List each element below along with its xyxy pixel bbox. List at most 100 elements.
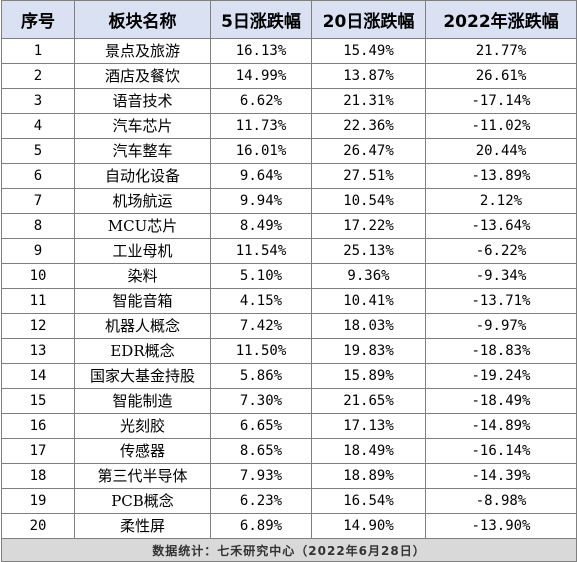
cell-change-20d: 21.31% [311, 88, 426, 114]
cell-index: 2 [1, 63, 75, 89]
cell-index: 5 [1, 138, 75, 164]
cell-change-5d: 11.54% [210, 238, 312, 264]
cell-sector: MCU芯片 [74, 213, 211, 239]
cell-sector: 工业母机 [74, 238, 211, 264]
cell-change-5d: 6.89% [210, 513, 312, 539]
cell-sector: 智能音箱 [74, 288, 211, 314]
cell-change-20d: 15.89% [311, 363, 426, 389]
table-row: 15 智能制造 7.30% 21.65% -18.49% [1, 388, 577, 414]
cell-change-5d: 16.13% [210, 38, 312, 64]
cell-index: 13 [1, 338, 75, 364]
cell-change-5d: 11.73% [210, 113, 312, 139]
cell-change-5d: 5.10% [210, 263, 312, 289]
table-row: 11 智能音箱 4.15% 10.41% -13.71% [1, 288, 577, 314]
cell-change-2022: -18.49% [425, 388, 577, 414]
source-note: 数据统计：七禾研究中心（2022年6月28日） [1, 538, 577, 562]
header-index: 序号 [1, 0, 75, 39]
cell-change-5d: 5.86% [210, 363, 312, 389]
cell-change-20d: 25.13% [311, 238, 426, 264]
cell-sector: PCB概念 [74, 488, 211, 514]
table-row: 19 PCB概念 6.23% 16.54% -8.98% [1, 488, 577, 514]
cell-index: 17 [1, 438, 75, 464]
cell-change-20d: 17.13% [311, 413, 426, 439]
cell-index: 19 [1, 488, 75, 514]
cell-index: 20 [1, 513, 75, 539]
header-change-20d: 20日涨跌幅 [311, 0, 426, 39]
table-row: 5 汽车整车 16.01% 26.47% 20.44% [1, 138, 577, 164]
cell-sector: 传感器 [74, 438, 211, 464]
cell-change-20d: 15.49% [311, 38, 426, 64]
table-row: 8 MCU芯片 8.49% 17.22% -13.64% [1, 213, 577, 239]
cell-change-5d: 8.49% [210, 213, 312, 239]
table-row: 2 酒店及餐饮 14.99% 13.87% 26.61% [1, 63, 577, 89]
cell-index: 18 [1, 463, 75, 489]
cell-change-2022: -13.89% [425, 163, 577, 189]
cell-sector: 机场航运 [74, 188, 211, 214]
cell-change-2022: -13.90% [425, 513, 577, 539]
header-change-2022: 2022年涨跌幅 [425, 0, 577, 39]
cell-change-5d: 9.64% [210, 163, 312, 189]
cell-change-20d: 18.49% [311, 438, 426, 464]
table-row: 13 EDR概念 11.50% 19.83% -18.83% [1, 338, 577, 364]
cell-index: 8 [1, 213, 75, 239]
cell-sector: 机器人概念 [74, 313, 211, 339]
cell-change-2022: 26.61% [425, 63, 577, 89]
cell-change-2022: -8.98% [425, 488, 577, 514]
cell-change-20d: 10.54% [311, 188, 426, 214]
cell-index: 15 [1, 388, 75, 414]
cell-change-2022: -18.83% [425, 338, 577, 364]
cell-change-5d: 7.93% [210, 463, 312, 489]
cell-change-20d: 18.89% [311, 463, 426, 489]
cell-sector: 染料 [74, 263, 211, 289]
table-footer: 数据统计：七禾研究中心（2022年6月28日） [1, 538, 577, 562]
cell-change-5d: 8.65% [210, 438, 312, 464]
header-sector: 板块名称 [74, 0, 211, 39]
cell-sector: 第三代半导体 [74, 463, 211, 489]
cell-index: 16 [1, 413, 75, 439]
table-row: 3 语音技术 6.62% 21.31% -17.14% [1, 88, 577, 114]
cell-change-20d: 16.54% [311, 488, 426, 514]
cell-sector: EDR概念 [74, 338, 211, 364]
cell-index: 11 [1, 288, 75, 314]
cell-change-2022: -9.97% [425, 313, 577, 339]
cell-change-5d: 6.62% [210, 88, 312, 114]
cell-change-2022: -17.14% [425, 88, 577, 114]
cell-sector: 景点及旅游 [74, 38, 211, 64]
cell-sector: 语音技术 [74, 88, 211, 114]
table-row: 16 光刻胶 6.65% 17.13% -14.89% [1, 413, 577, 439]
table-row: 10 染料 5.10% 9.36% -9.34% [1, 263, 577, 289]
cell-change-20d: 26.47% [311, 138, 426, 164]
header-change-5d: 5日涨跌幅 [210, 0, 312, 39]
cell-change-2022: -16.14% [425, 438, 577, 464]
table-row: 4 汽车芯片 11.73% 22.36% -11.02% [1, 113, 577, 139]
cell-change-20d: 13.87% [311, 63, 426, 89]
table-row: 12 机器人概念 7.42% 18.03% -9.97% [1, 313, 577, 339]
cell-change-2022: -9.34% [425, 263, 577, 289]
cell-sector: 酒店及餐饮 [74, 63, 211, 89]
cell-index: 10 [1, 263, 75, 289]
cell-change-5d: 16.01% [210, 138, 312, 164]
cell-change-5d: 9.94% [210, 188, 312, 214]
cell-change-5d: 6.65% [210, 413, 312, 439]
cell-sector: 汽车整车 [74, 138, 211, 164]
table-row: 1 景点及旅游 16.13% 15.49% 21.77% [1, 38, 577, 64]
cell-change-20d: 27.51% [311, 163, 426, 189]
header-row: 序号 板块名称 5日涨跌幅 20日涨跌幅 2022年涨跌幅 [1, 0, 577, 39]
cell-change-5d: 11.50% [210, 338, 312, 364]
cell-change-2022: -13.71% [425, 288, 577, 314]
cell-index: 3 [1, 88, 75, 114]
table-row: 18 第三代半导体 7.93% 18.89% -14.39% [1, 463, 577, 489]
cell-change-20d: 9.36% [311, 263, 426, 289]
cell-index: 12 [1, 313, 75, 339]
table-row: 20 柔性屏 6.89% 14.90% -13.90% [1, 513, 577, 539]
cell-change-20d: 22.36% [311, 113, 426, 139]
cell-index: 4 [1, 113, 75, 139]
cell-change-5d: 14.99% [210, 63, 312, 89]
table-row: 14 国家大基金持股 5.86% 15.89% -19.24% [1, 363, 577, 389]
cell-change-20d: 21.65% [311, 388, 426, 414]
table-row: 17 传感器 8.65% 18.49% -16.14% [1, 438, 577, 464]
cell-index: 1 [1, 38, 75, 64]
table-row: 6 自动化设备 9.64% 27.51% -13.89% [1, 163, 577, 189]
cell-change-5d: 6.23% [210, 488, 312, 514]
cell-index: 9 [1, 238, 75, 264]
